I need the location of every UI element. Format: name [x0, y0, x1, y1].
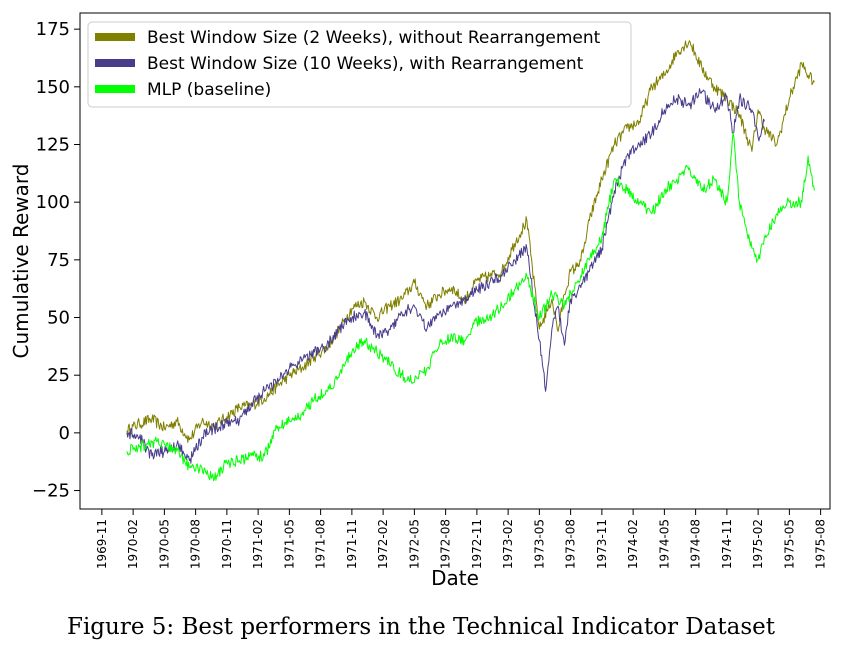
y-tick-label: −25: [32, 481, 70, 502]
x-tick-label: 1971-02: [251, 519, 265, 569]
plot-frame: [79, 12, 831, 510]
plot-lines: [126, 40, 815, 482]
x-tick-label: 1970-05: [157, 519, 171, 569]
legend-swatch-10-weeks: [95, 59, 135, 67]
y-tick-label: 75: [47, 250, 70, 271]
x-tick-label: 1971-08: [314, 519, 328, 569]
x-tick-label: 1972-08: [439, 519, 453, 569]
x-tick-label: 1975-02: [751, 519, 765, 569]
legend-swatch-mlp: [95, 85, 135, 93]
y-tick-label: 150: [36, 77, 70, 98]
x-tick-label: 1973-08: [564, 519, 578, 569]
x-tick-label: 1970-08: [189, 519, 203, 569]
x-axis: 1969-11 1970-02 1970-05 1970-08 1970-11 1971-…: [95, 509, 828, 569]
figure-caption: Figure 5: Best performers in the Technic…: [66, 614, 776, 640]
x-tick-label: 1972-11: [470, 519, 484, 569]
x-tick-label: 1974-11: [720, 519, 734, 569]
x-axis-label: Date: [431, 566, 479, 590]
legend-label-mlp: MLP (baseline): [147, 80, 271, 100]
y-tick-label: 125: [36, 134, 70, 155]
legend-label-10-weeks: Best Window Size (10 Weeks), with Rearra…: [147, 54, 584, 74]
y-tick-label: 100: [36, 192, 70, 213]
series-line-1: [126, 88, 765, 464]
chart: −25 0 25 50 75 100 125 150 175 1969-11 1970-02 197…: [9, 12, 831, 590]
y-tick-label: 50: [47, 308, 70, 329]
x-tick-label: 1972-05: [407, 519, 421, 569]
x-tick-label: 1974-02: [626, 519, 640, 569]
y-tick-label: 25: [47, 365, 70, 386]
x-tick-label: 1974-05: [657, 519, 671, 569]
y-tick-label: 175: [36, 19, 70, 40]
legend-label-2-weeks: Best Window Size (2 Weeks), without Rear…: [147, 28, 601, 48]
legend-swatch-2-weeks: [95, 33, 135, 41]
x-tick-label: 1973-02: [501, 519, 515, 569]
x-tick-label: 1969-11: [95, 519, 109, 569]
y-axis: −25 0 25 50 75 100 125 150 175: [32, 19, 80, 502]
x-tick-label: 1972-02: [376, 519, 390, 569]
x-tick-label: 1971-11: [345, 519, 359, 569]
x-tick-label: 1971-05: [282, 519, 296, 569]
y-axis-label: Cumulative Reward: [9, 164, 33, 359]
x-tick-label: 1975-05: [782, 519, 796, 569]
x-tick-label: 1970-02: [126, 519, 140, 569]
x-tick-label: 1973-11: [595, 519, 609, 569]
x-tick-label: 1975-08: [814, 519, 828, 569]
series-line-2: [126, 132, 815, 482]
legend-box: [87, 21, 632, 108]
x-tick-label: 1973-05: [532, 519, 546, 569]
legend: Best Window Size (2 Weeks), without Rear…: [87, 21, 632, 108]
x-tick-label: 1970-11: [220, 519, 234, 569]
x-tick-label: 1974-08: [689, 519, 703, 569]
y-tick-label: 0: [59, 423, 70, 444]
